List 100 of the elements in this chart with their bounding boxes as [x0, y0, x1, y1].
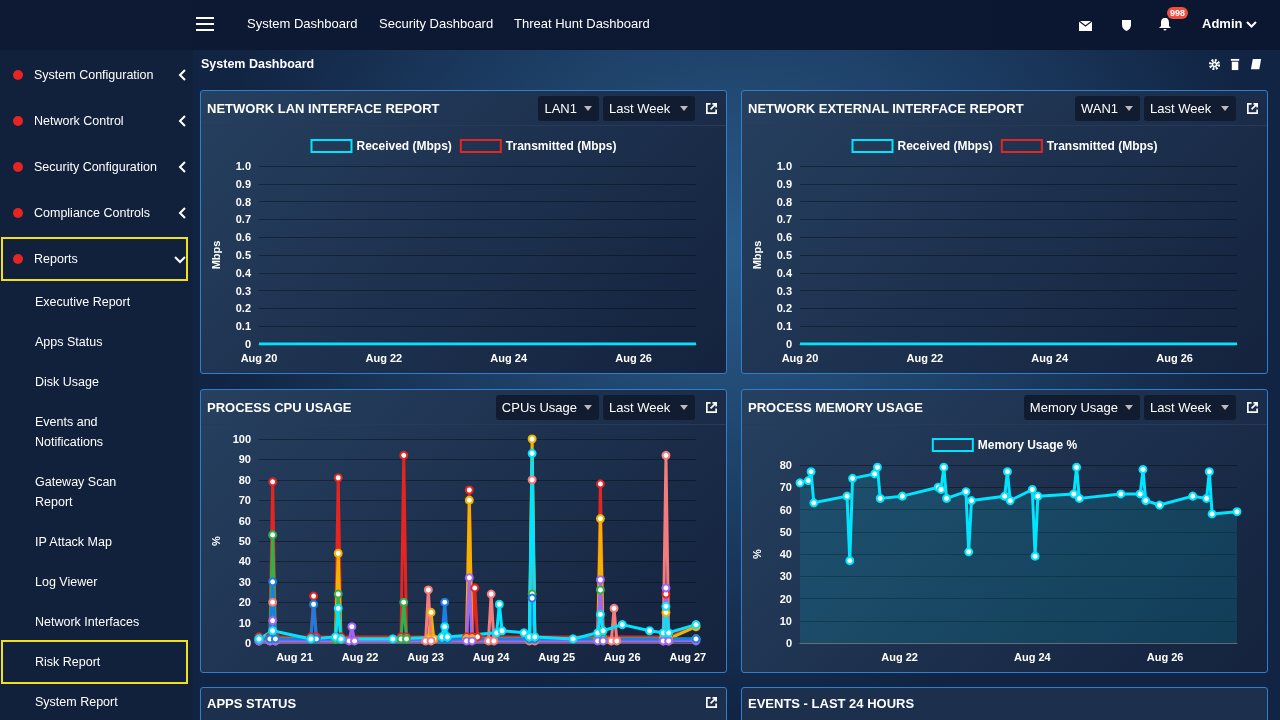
text: Events and Notifications [35, 414, 105, 451]
text: Risk Report [35, 654, 102, 671]
y-tick-label: 0.4 [235, 266, 252, 279]
legend-label: Memory Usage % [977, 438, 1078, 452]
x-tick-label: Aug 26 [1146, 650, 1184, 663]
x-tick-label: Aug 26 [1156, 351, 1193, 364]
x-tick-label: Aug 20 [240, 351, 278, 364]
y-axis-title: % [209, 535, 222, 546]
chart-title: PROCESS MEMORY USAGE [748, 399, 924, 415]
text: Security Dashboard [379, 16, 494, 31]
y-tick-label: 0.6 [235, 231, 251, 244]
x-tick-label: Aug 22 [881, 650, 918, 663]
x-tick-label: Aug 27 [669, 650, 707, 663]
y-axis-title: Mbps [750, 240, 763, 270]
chart-title: PROCESS CPU USAGE [207, 399, 353, 415]
y-axis-title: % [750, 548, 763, 559]
x-tick-label: Aug 21 [276, 650, 313, 663]
y-tick-label: 50 [238, 535, 251, 547]
y-tick-label: 90 [238, 453, 251, 466]
text: Last Week [1150, 100, 1212, 116]
text: APPS STATUS [207, 696, 298, 713]
y-tick-label: 0.5 [776, 249, 792, 261]
x-tick-label: Aug 22 [341, 650, 379, 663]
y-tick-label: 0.8 [235, 195, 251, 208]
y-tick-label: 0 [244, 637, 251, 649]
text: EVENTS - LAST 24 HOURS [748, 696, 916, 713]
y-tick-label: 0 [785, 637, 792, 649]
text: Security Configuration [34, 159, 158, 176]
y-tick-label: 0.3 [776, 284, 792, 297]
y-tick-label: 80 [779, 459, 792, 471]
text: Log Viewer [35, 574, 99, 591]
y-tick-label: 70 [779, 481, 792, 494]
x-tick-label: Aug 22 [906, 351, 944, 364]
text: System Configuration [34, 67, 155, 84]
y-tick-label: 0.4 [776, 266, 793, 279]
y-tick-label: 0 [244, 338, 251, 350]
y-tick-label: 0.7 [235, 213, 251, 226]
y-tick-label: 0.1 [235, 320, 251, 333]
y-tick-label: 10 [238, 616, 251, 629]
text: Reports [34, 251, 79, 268]
text: Memory Usage [1029, 399, 1118, 415]
y-tick-label: 0.2 [776, 302, 792, 315]
y-tick-label: 0.8 [776, 195, 792, 208]
y-tick-label: 0.3 [235, 284, 251, 297]
text: LAN1 [544, 100, 577, 116]
y-tick-label: 0.5 [235, 249, 251, 261]
text: IP Attack Map [35, 534, 113, 551]
text: System Report [35, 694, 119, 711]
x-tick-label: Aug 24 [472, 650, 511, 663]
y-tick-label: 0.6 [776, 231, 792, 244]
y-tick-label: 1.0 [235, 160, 251, 172]
text: CPUs Usage [501, 399, 577, 415]
y-tick-label: 20 [779, 592, 792, 605]
text: System Dashboard [247, 16, 358, 31]
text: Last Week [609, 399, 671, 415]
y-tick-label: 30 [238, 575, 251, 588]
x-tick-label: Aug 26 [615, 351, 652, 364]
text: Executive Report [35, 294, 132, 311]
y-tick-label: 80 [238, 473, 251, 486]
x-tick-label: Aug 24 [1031, 351, 1069, 364]
text: Apps Status [35, 334, 104, 351]
text: Last Week [609, 100, 671, 116]
y-tick-label: 60 [779, 503, 792, 516]
x-tick-label: Aug 20 [781, 351, 819, 364]
y-tick-label: 0 [785, 338, 792, 350]
text: Disk Usage [35, 374, 100, 391]
y-tick-label: 40 [238, 555, 251, 568]
text: Admin [1202, 16, 1243, 31]
text: Gateway Scan Report [35, 474, 118, 511]
x-tick-label: Aug 23 [407, 650, 444, 663]
y-tick-label: 0.9 [235, 177, 251, 190]
y-axis-title: Mbps [209, 240, 222, 270]
y-tick-label: 0.7 [776, 213, 792, 226]
chart-title: NETWORK EXTERNAL INTERFACE REPORT [748, 100, 1025, 116]
y-tick-label: 0.2 [235, 302, 251, 315]
y-tick-label: 100 [232, 433, 251, 445]
legend-label: Transmitted (Mbps) [1046, 139, 1158, 153]
y-tick-label: 40 [779, 548, 792, 560]
x-tick-label: Aug 22 [365, 351, 403, 364]
x-tick-label: Aug 24 [490, 351, 528, 364]
text: Threat Hunt Dashboard [514, 16, 650, 31]
y-tick-label: 60 [238, 514, 251, 527]
y-tick-label: 0.9 [776, 177, 792, 190]
chart-title: NETWORK LAN INTERFACE REPORT [207, 100, 441, 116]
y-tick-label: 1.0 [776, 160, 792, 172]
y-tick-label: 30 [779, 570, 792, 583]
y-tick-label: 20 [238, 596, 251, 609]
text: Network Control [34, 113, 125, 130]
text: Network Interfaces [35, 614, 141, 631]
text: System Dashboard [201, 57, 315, 71]
x-tick-label: Aug 25 [538, 650, 576, 663]
y-tick-label: 10 [779, 614, 792, 627]
y-tick-label: 50 [779, 525, 792, 538]
y-tick-label: 0.1 [776, 320, 792, 333]
legend-label: Transmitted (Mbps) [505, 139, 617, 153]
text: 998 [1167, 7, 1189, 19]
y-tick-label: 70 [238, 494, 251, 507]
text: Compliance Controls [34, 205, 152, 222]
legend-label: Received (Mbps) [897, 139, 993, 153]
text: WAN1 [1080, 100, 1118, 116]
